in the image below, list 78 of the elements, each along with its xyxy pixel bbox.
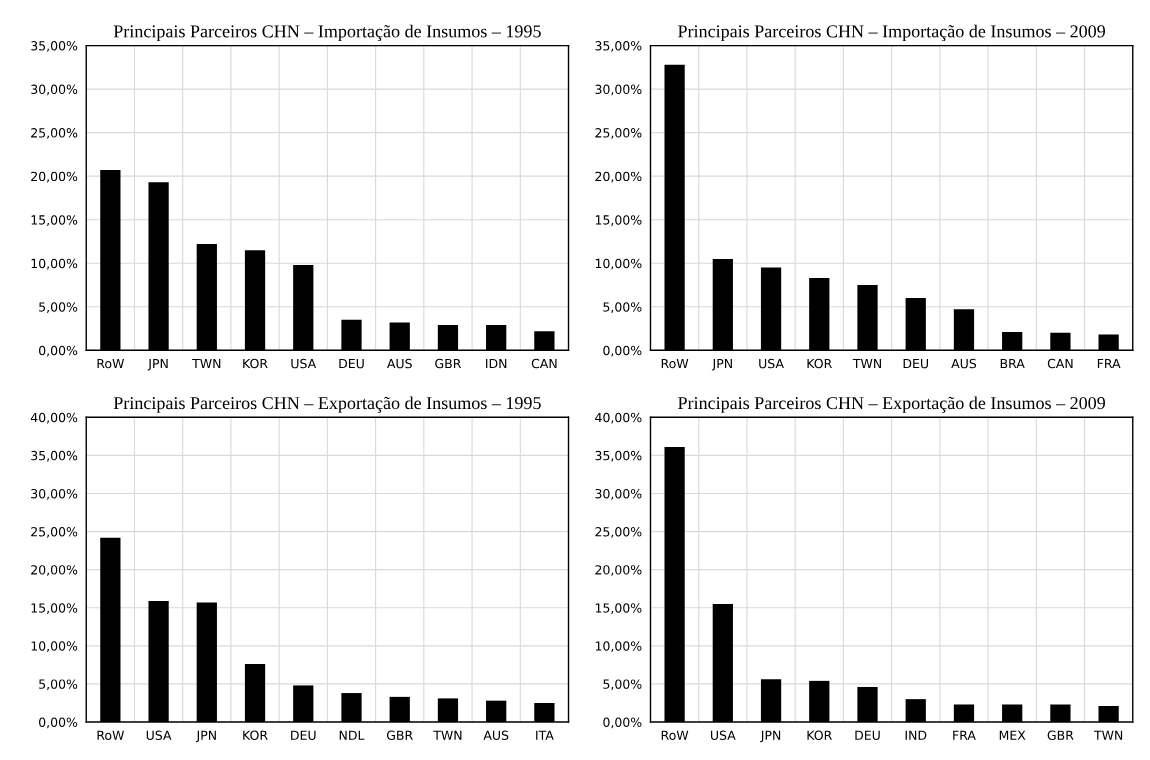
x-tick-label: USA — [759, 358, 784, 369]
y-tick-label: 5,00% — [39, 679, 78, 691]
y-tick-label: 15,00% — [31, 215, 78, 226]
x-tick-label: KOR — [807, 730, 832, 741]
x-tick-label: JPN — [195, 730, 216, 743]
y-tick-label: 5,00% — [39, 302, 78, 313]
y-tick-label: 15,00% — [31, 603, 78, 614]
x-tick-label: GBR — [435, 358, 462, 369]
y-tick-label: 10,00% — [31, 258, 78, 270]
x-tick-label: RoW — [661, 730, 689, 741]
x-tick-label: TWN — [192, 359, 221, 369]
y-tick-label: 5,00% — [603, 679, 642, 691]
x-tick-label: IDN — [486, 359, 507, 369]
x-tick-label: TWN — [852, 359, 881, 369]
y-tick-label: 25,00% — [31, 128, 78, 139]
x-tick-label: AUS — [951, 358, 977, 369]
y-tick-label: 30,00% — [31, 84, 78, 96]
y-tick-label: 25,00% — [595, 128, 642, 139]
x-tick-label: JPN — [760, 730, 781, 743]
y-tick-label: 40,00% — [595, 412, 642, 424]
x-tick-label: CAN — [1047, 358, 1073, 369]
x-tick-label: IND — [905, 730, 927, 740]
x-tick-label: DEU — [903, 359, 928, 369]
y-tick-label: 35,00% — [31, 41, 78, 52]
x-tick-label: DEU — [855, 730, 880, 741]
x-tick-label: AUS — [483, 730, 509, 741]
chart-title: Principais Parceiros CHN – Importação de Insumos – 2009 — [678, 24, 1105, 42]
x-tick-label: GBR — [386, 730, 413, 741]
x-tick-label: TWN — [433, 730, 462, 740]
x-tick-label: USA — [146, 730, 172, 741]
x-tick-label: RoW — [97, 730, 125, 741]
y-tick-label: 25,00% — [595, 527, 642, 538]
chart-title: Principais Parceiros CHN – Importação de Insumos – 1995 — [113, 24, 541, 42]
chart-title: Principais Parceiros CHN – Exportação de Insumos – 1995 — [113, 396, 541, 413]
y-tick-label: 15,00% — [595, 215, 642, 226]
y-tick-label: 25,00% — [31, 527, 78, 538]
x-tick-label: AUS — [387, 358, 412, 369]
y-tick-label: 30,00% — [31, 488, 78, 500]
y-tick-label: 35,00% — [595, 41, 642, 52]
x-tick-label: USA — [291, 358, 317, 369]
y-tick-label: 40,00% — [30, 412, 78, 424]
x-tick-label: CAN — [531, 358, 557, 369]
y-tick-label: 20,00% — [31, 565, 78, 576]
x-tick-label: GBR — [1047, 730, 1074, 741]
x-tick-label: DEU — [339, 359, 364, 369]
y-tick-label: 0,00% — [603, 717, 642, 729]
x-tick-label: FRA — [953, 730, 976, 740]
x-tick-label: DEU — [291, 730, 316, 741]
y-tick-label: 0,00% — [39, 717, 78, 729]
x-tick-label: JPN — [147, 359, 168, 371]
x-tick-label: RoW — [97, 359, 125, 369]
y-tick-label: 20,00% — [31, 171, 78, 183]
x-tick-label: ITA — [536, 730, 554, 740]
y-tick-label: 10,00% — [595, 258, 642, 270]
x-tick-label: KOR — [243, 358, 268, 369]
x-tick-label: JPN — [711, 359, 732, 371]
y-tick-label: 35,00% — [595, 450, 642, 462]
x-tick-label: RoW — [661, 359, 689, 369]
y-tick-label: 10,00% — [31, 641, 78, 653]
x-tick-label: KOR — [243, 730, 268, 741]
x-tick-label: BRA — [1000, 359, 1025, 369]
y-tick-label: 10,00% — [595, 641, 642, 653]
x-tick-label: TWN — [1093, 730, 1123, 740]
y-tick-label: 15,00% — [595, 603, 642, 614]
x-tick-label: USA — [710, 730, 736, 741]
y-tick-label: 30,00% — [595, 488, 642, 500]
x-tick-label: NDL — [339, 730, 365, 740]
y-tick-label: 0,00% — [603, 345, 642, 357]
y-tick-label: 20,00% — [595, 171, 642, 183]
y-tick-label: 5,00% — [603, 302, 642, 313]
chart-title: Principais Parceiros CHN – Exportação de Insumos – 2009 — [678, 396, 1105, 413]
x-tick-label: MEX — [999, 730, 1026, 740]
y-tick-label: 35,00% — [31, 450, 78, 462]
y-tick-label: 20,00% — [595, 565, 642, 576]
y-tick-label: 30,00% — [595, 84, 642, 96]
x-tick-label: KOR — [807, 358, 832, 369]
y-tick-label: 0,00% — [39, 345, 78, 357]
x-tick-label: FRA — [1097, 359, 1121, 369]
